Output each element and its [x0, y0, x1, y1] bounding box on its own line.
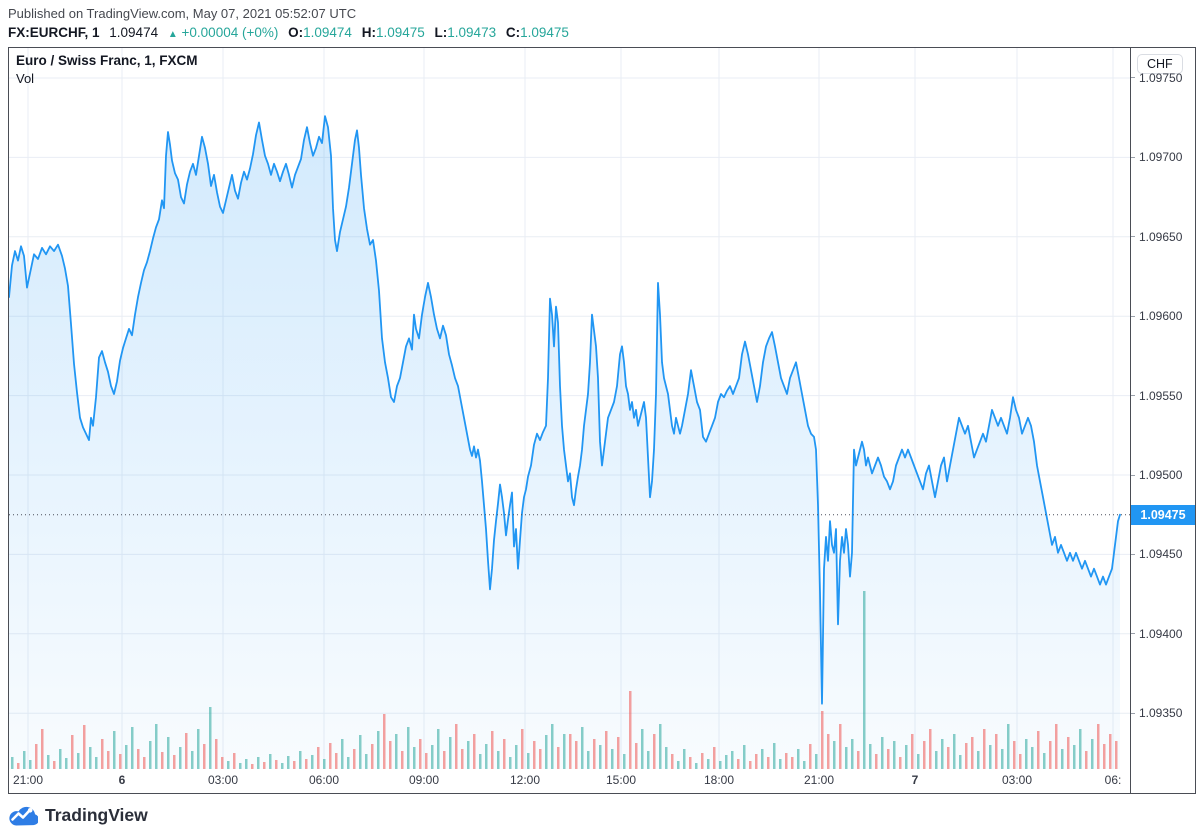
- price-change: +0.00004 (+0%): [181, 25, 279, 40]
- chart-frame: Euro / Swiss Franc, 1, FXCM Vol CHF 1.09…: [8, 47, 1196, 794]
- published-line: Published on TradingView.com, May 07, 20…: [8, 6, 357, 21]
- time-tick-label: 18:00: [703, 773, 735, 787]
- time-tick-label: 12:00: [509, 773, 541, 787]
- price-tick: [1131, 395, 1135, 397]
- volume-indicator-label: Vol: [16, 71, 35, 86]
- price-tick-label: 1.09600: [1139, 309, 1183, 324]
- time-tick-label: 06:00: [308, 773, 340, 787]
- price-tick: [1131, 77, 1135, 79]
- time-axis[interactable]: 21:00 6 03:00 06:00 09:00 12:00 15:00 18:00 21:0…: [9, 769, 1130, 793]
- time-tick-label: 21:00: [803, 773, 835, 787]
- open-value: 1.09474: [303, 25, 352, 40]
- price-tick: [1131, 633, 1135, 635]
- chart-title: Euro / Swiss Franc, 1, FXCM: [16, 53, 198, 68]
- price-tick: [1131, 156, 1135, 158]
- high-label: H:: [361, 25, 376, 40]
- close-label: C:: [505, 25, 521, 40]
- chart-canvas[interactable]: [9, 48, 1130, 793]
- time-tick-label: 03:00: [207, 773, 239, 787]
- price-tick-label: 1.09500: [1139, 468, 1183, 482]
- chart-legend: Euro / Swiss Franc, 1, FXCM Vol: [16, 53, 198, 86]
- price-tick-label: 1.09400: [1139, 626, 1183, 641]
- time-tick-label: 15:00: [605, 773, 637, 787]
- price-tick: [1131, 712, 1135, 714]
- time-tick-label: 03:00: [1001, 773, 1033, 787]
- price-tick: [1131, 553, 1135, 555]
- price-tick-label: 1.09750: [1139, 70, 1183, 85]
- price-tick-label: 1.09350: [1139, 706, 1183, 721]
- open-label: O:: [288, 25, 304, 40]
- price-tick-label: 1.09700: [1139, 150, 1183, 165]
- time-tick-label: 7: [911, 773, 919, 787]
- time-tick-label: 21:00: [12, 773, 44, 787]
- up-arrow-icon: ▲: [167, 29, 178, 40]
- currency-toggle-button[interactable]: CHF: [1137, 54, 1183, 74]
- price-tick-label: 1.09550: [1139, 388, 1183, 403]
- time-tick-label: 6: [118, 773, 126, 787]
- low-value: 1.09473: [447, 25, 497, 40]
- price-chart-plot[interactable]: Euro / Swiss Franc, 1, FXCM Vol: [9, 48, 1130, 770]
- price-tick-label: 1.09450: [1139, 547, 1183, 562]
- current-price-badge: 1.09475: [1131, 504, 1195, 525]
- low-label: L:: [434, 25, 448, 40]
- price-axis-separator: [1130, 48, 1131, 793]
- footer: TradingView: [8, 802, 148, 829]
- symbol-ohlc-line: FX:EURCHF, 1 1.09474 ▲ +0.00004 (+0%) O:…: [8, 25, 569, 40]
- symbol-label: FX:EURCHF, 1: [8, 25, 100, 40]
- price-tick-label: 1.09650: [1139, 229, 1183, 244]
- high-value: 1.09475: [375, 25, 425, 40]
- tradingview-logo-icon[interactable]: [8, 802, 38, 829]
- tradingview-brand-text[interactable]: TradingView: [45, 805, 148, 825]
- price-tick: [1131, 315, 1135, 317]
- close-value: 1.09475: [520, 25, 569, 40]
- last-price: 1.09474: [109, 25, 159, 40]
- price-axis[interactable]: CHF 1.09475 1.09750 1.09700 1.09650 1.09600…: [1131, 48, 1195, 793]
- price-tick: [1131, 236, 1135, 238]
- time-tick-label: 06:: [1104, 773, 1122, 787]
- time-tick-label: 09:00: [408, 773, 440, 787]
- price-tick: [1131, 474, 1135, 476]
